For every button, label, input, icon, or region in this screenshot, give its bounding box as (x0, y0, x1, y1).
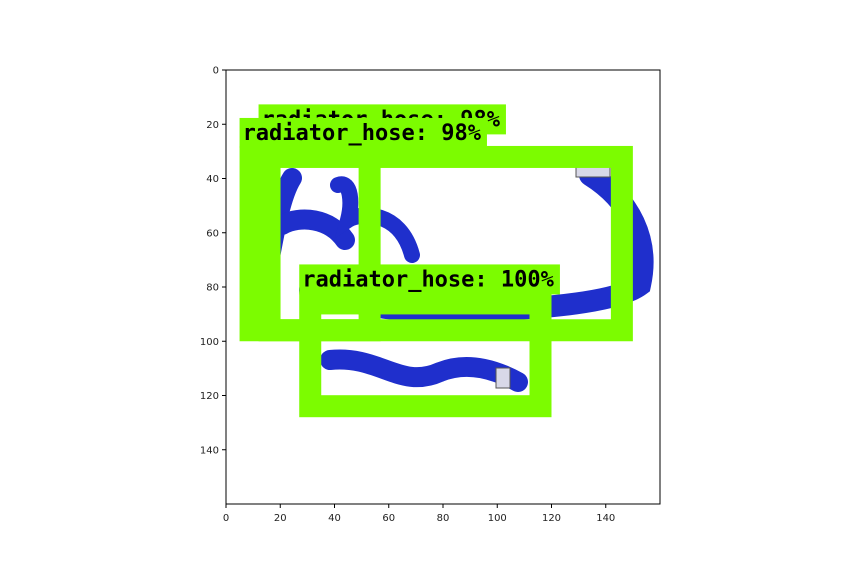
hose-clamp (495, 367, 511, 389)
y-tick-label: 60 (206, 228, 219, 239)
x-tick-label: 20 (274, 513, 287, 524)
plot-area: radiator_hose: 98%radiator_hose: 98%radi… (225, 69, 661, 505)
x-tick-label: 0 (223, 513, 229, 524)
detection-label-background (239, 117, 487, 148)
detection-labels: radiator_hose: 98%radiator_hose: 98%radi… (239, 104, 560, 295)
detection-label-background (299, 264, 560, 295)
x-tick-label: 80 (437, 513, 450, 524)
x-tick-label: 100 (488, 513, 507, 524)
hose-upper-small (330, 176, 420, 263)
detection-box (299, 292, 552, 418)
detection-box (239, 145, 633, 342)
y-tick-label: 40 (206, 174, 219, 185)
y-tick-label: 0 (213, 66, 219, 77)
detection-label: radiator_hose: 100% (302, 267, 554, 292)
x-tick-label: 60 (382, 513, 395, 524)
x-axis: 0 20 40 60 80 100 120 140 (223, 504, 615, 524)
y-tick-label: 140 (200, 445, 219, 456)
x-tick-label: 120 (542, 513, 561, 524)
y-tick-label: 80 (206, 283, 219, 294)
y-tick-label: 100 (200, 337, 219, 348)
detection-label: radiator_hose: 98% (243, 121, 482, 146)
y-tick-label: 20 (206, 120, 219, 131)
x-tick-label: 140 (596, 513, 615, 524)
x-tick-label: 40 (328, 513, 341, 524)
y-tick-label: 120 (200, 391, 219, 402)
y-axis: 0 20 40 60 80 100 120 140 (200, 66, 226, 456)
